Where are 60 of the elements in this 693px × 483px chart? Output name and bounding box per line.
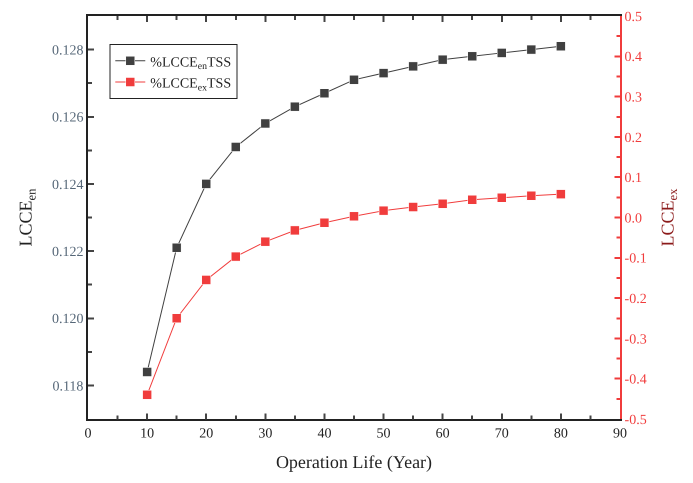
point <box>438 54 448 64</box>
point <box>231 142 241 152</box>
point <box>349 212 359 222</box>
y2-tick-label: -0.3 <box>624 332 647 348</box>
y2-tick-label: -0.1 <box>624 252 647 267</box>
x-tick-label: 0 <box>84 426 92 442</box>
point <box>172 314 182 323</box>
y-tick-label: 0.120 <box>52 312 84 328</box>
y2-tick-label: 0.2 <box>624 130 642 146</box>
point <box>526 44 536 54</box>
x-tick-label: 40 <box>317 426 332 442</box>
point <box>290 226 300 236</box>
point <box>201 179 211 189</box>
point <box>408 202 418 212</box>
legend-label: %LCCE$_{ex}$TSS <box>150 76 232 94</box>
point <box>408 62 418 72</box>
y-tick-label: 0.126 <box>52 110 84 126</box>
y-tick-label: 0.124 <box>52 178 84 193</box>
y2-tick-label: 0.1 <box>624 171 642 186</box>
y-tick-label: 0.122 <box>52 244 84 260</box>
point <box>349 75 359 85</box>
x-tick-label: 20 <box>199 426 214 442</box>
point <box>556 189 566 199</box>
y2-tick-label: -0.5 <box>624 412 647 428</box>
x-tick-label: 50 <box>376 426 391 442</box>
point <box>497 193 507 202</box>
y2-tick-label: -0.2 <box>624 292 647 307</box>
point <box>290 102 300 112</box>
y2-tick-label: 0.5 <box>624 10 642 25</box>
legend-label: %LCCE$_{en}$TSS <box>150 55 232 72</box>
x-axis-title: Operation Life (Year) <box>276 452 432 472</box>
y2-tick-label: 0.4 <box>624 50 642 66</box>
y-tick-label: 0.118 <box>52 379 84 394</box>
y2-tick-label: 0.3 <box>624 90 642 106</box>
point <box>556 41 566 51</box>
point <box>320 218 330 228</box>
x-tick-label: 10 <box>140 426 154 442</box>
x-tick-label: 90 <box>613 426 627 442</box>
point <box>201 275 211 285</box>
point <box>142 390 152 400</box>
point <box>260 118 270 128</box>
y2-tick-label: -0.4 <box>624 372 647 388</box>
point <box>260 236 270 246</box>
point <box>378 206 388 216</box>
point <box>467 52 477 62</box>
x-tick-label: 80 <box>554 426 568 442</box>
x-tick-label: 60 <box>436 426 450 442</box>
point <box>378 68 388 78</box>
y-tick-label: 0.128 <box>52 43 84 58</box>
point <box>172 242 182 252</box>
x-tick-label: 70 <box>494 426 509 442</box>
point <box>320 88 330 98</box>
point <box>467 195 477 205</box>
point <box>142 367 152 377</box>
point <box>526 190 536 200</box>
point <box>497 48 507 58</box>
point <box>231 252 241 262</box>
x-tick-label: 30 <box>258 426 272 442</box>
y2-tick-label: 0.0 <box>624 211 642 226</box>
point <box>438 199 448 209</box>
